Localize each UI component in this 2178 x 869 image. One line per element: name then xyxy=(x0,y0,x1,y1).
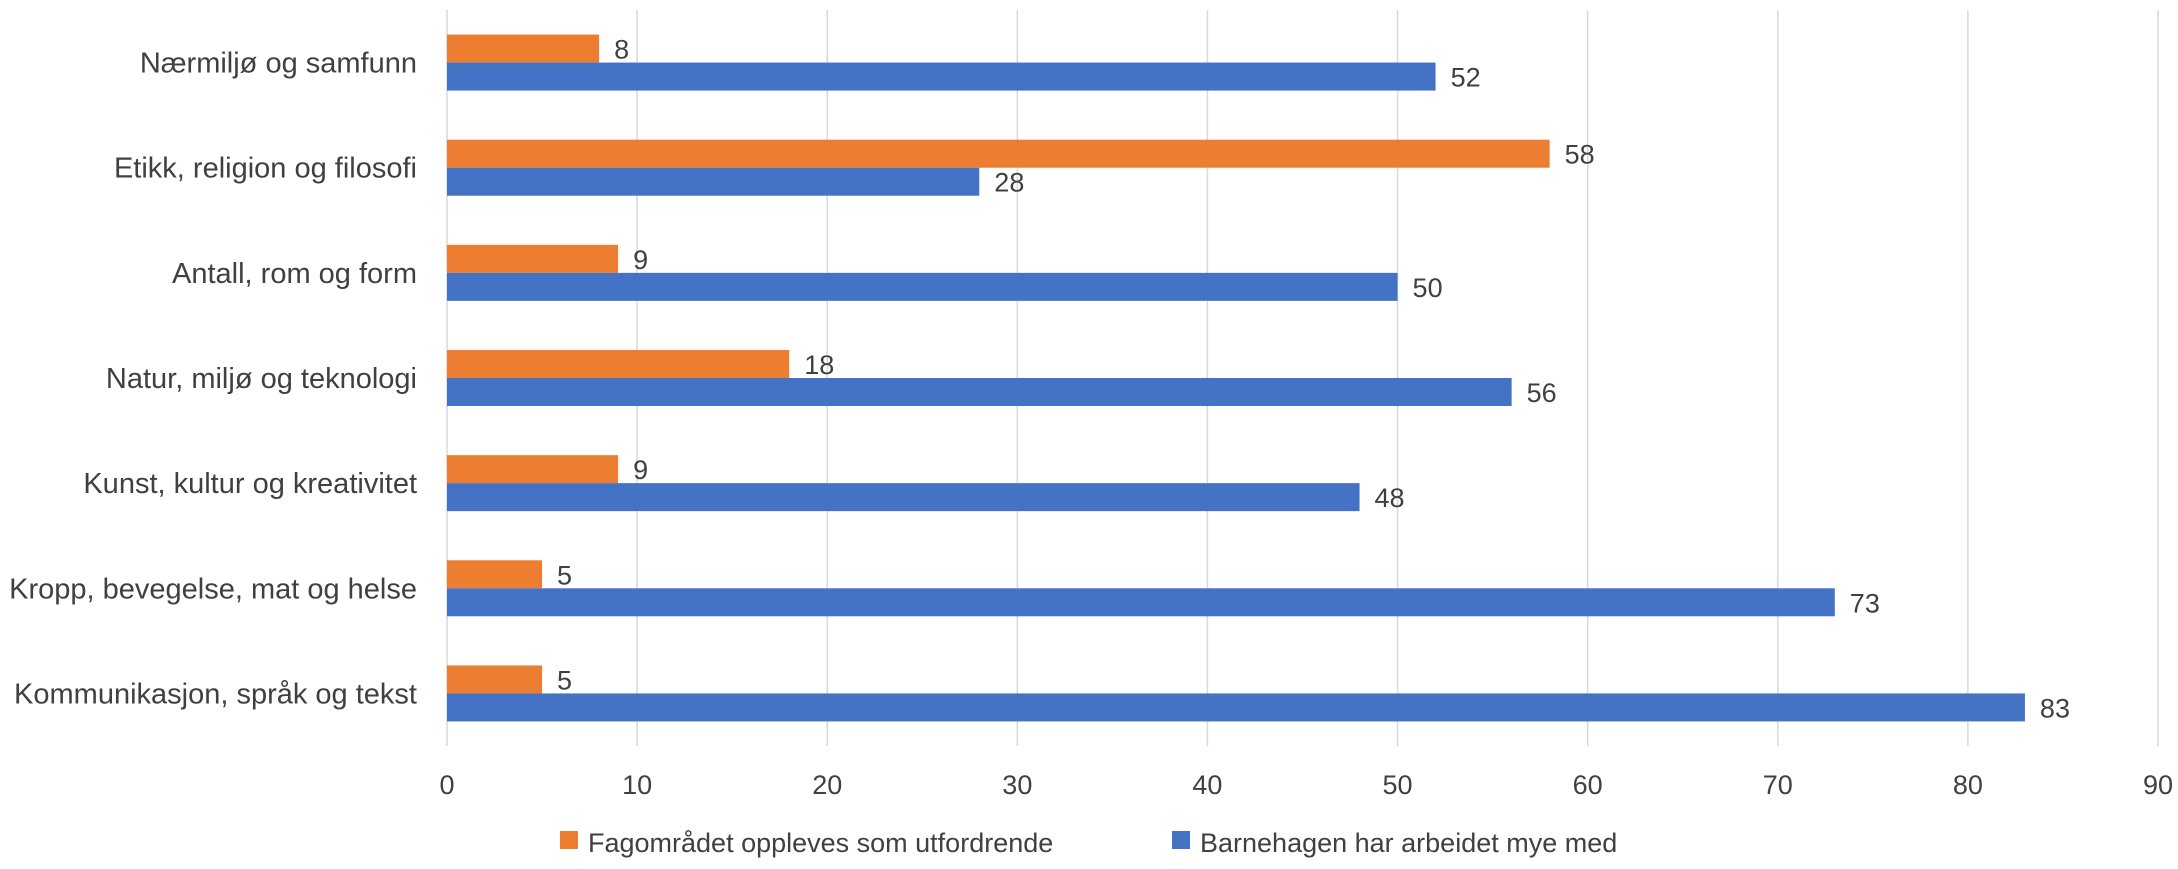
category-label: Kunst, kultur og kreativitet xyxy=(83,468,417,500)
data-label: 9 xyxy=(633,245,648,275)
category-label: Natur, miljø og teknologi xyxy=(106,363,417,395)
bar-arbeidet-mye-med xyxy=(447,272,1398,301)
data-label: 5 xyxy=(557,665,572,695)
x-tick-label: 10 xyxy=(622,770,652,800)
legend-swatch xyxy=(1172,831,1190,849)
x-tick-label: 80 xyxy=(1953,770,1983,800)
x-tick-label: 70 xyxy=(1763,770,1793,800)
bar-arbeidet-mye-med xyxy=(447,693,2025,722)
category-label: Kommunikasjon, språk og tekst xyxy=(14,678,417,710)
bar-utfordrende xyxy=(447,350,790,378)
data-labels: 8 52 58 28 9 50 18 56 9 48 5 73 5 83 xyxy=(557,35,2070,724)
legend: Fagområdet oppleves som utfordrende Barne… xyxy=(560,828,1617,858)
data-label: 83 xyxy=(2040,693,2070,723)
data-label: 50 xyxy=(1413,273,1443,303)
bar-arbeidet-mye-med xyxy=(447,167,980,196)
legend-label: Fagområdet oppleves som utfordrende xyxy=(588,828,1053,858)
bar-arbeidet-mye-med xyxy=(447,483,1360,512)
x-tick-label: 50 xyxy=(1383,770,1413,800)
data-label: 9 xyxy=(633,455,648,485)
data-label: 28 xyxy=(994,168,1024,198)
bar-utfordrende xyxy=(447,34,600,63)
bar-utfordrende xyxy=(447,560,543,589)
x-tick-label: 20 xyxy=(812,770,842,800)
x-tick-label: 0 xyxy=(439,770,454,800)
category-label: Nærmiljø og samfunn xyxy=(140,48,417,80)
bar-arbeidet-mye-med xyxy=(447,588,1835,617)
legend-label: Barnehagen har arbeidet mye med xyxy=(1200,828,1617,858)
bar-arbeidet-mye-med xyxy=(447,378,1512,406)
data-label: 5 xyxy=(557,560,572,590)
data-label: 8 xyxy=(614,35,629,65)
bar-utfordrende xyxy=(447,665,543,694)
data-label: 56 xyxy=(1527,378,1557,408)
category-label: Antall, rom og form xyxy=(172,258,417,290)
category-label: Kropp, bevegelse, mat og helse xyxy=(9,573,417,605)
data-label: 58 xyxy=(1565,140,1595,170)
data-label: 18 xyxy=(804,350,834,380)
x-tick-label: 40 xyxy=(1192,770,1222,800)
bar-utfordrende xyxy=(447,244,619,273)
category-label: Etikk, religion og filosofi xyxy=(114,153,417,185)
x-tick-label: 90 xyxy=(2143,770,2173,800)
bar-utfordrende xyxy=(447,139,1550,168)
x-tick-label: 30 xyxy=(1002,770,1032,800)
category-labels: Nærmiljø og samfunn Etikk, religion og fi… xyxy=(9,48,417,711)
data-label: 52 xyxy=(1451,63,1481,93)
data-label: 73 xyxy=(1850,588,1880,618)
x-tick-label: 60 xyxy=(1573,770,1603,800)
bar-arbeidet-mye-med xyxy=(447,62,1436,91)
legend-swatch xyxy=(560,831,578,849)
bars xyxy=(447,34,2025,722)
data-label: 48 xyxy=(1375,483,1405,513)
bar-utfordrende xyxy=(447,455,619,484)
x-axis-tick-labels: 0 10 20 30 40 50 60 70 80 90 xyxy=(439,770,2173,800)
